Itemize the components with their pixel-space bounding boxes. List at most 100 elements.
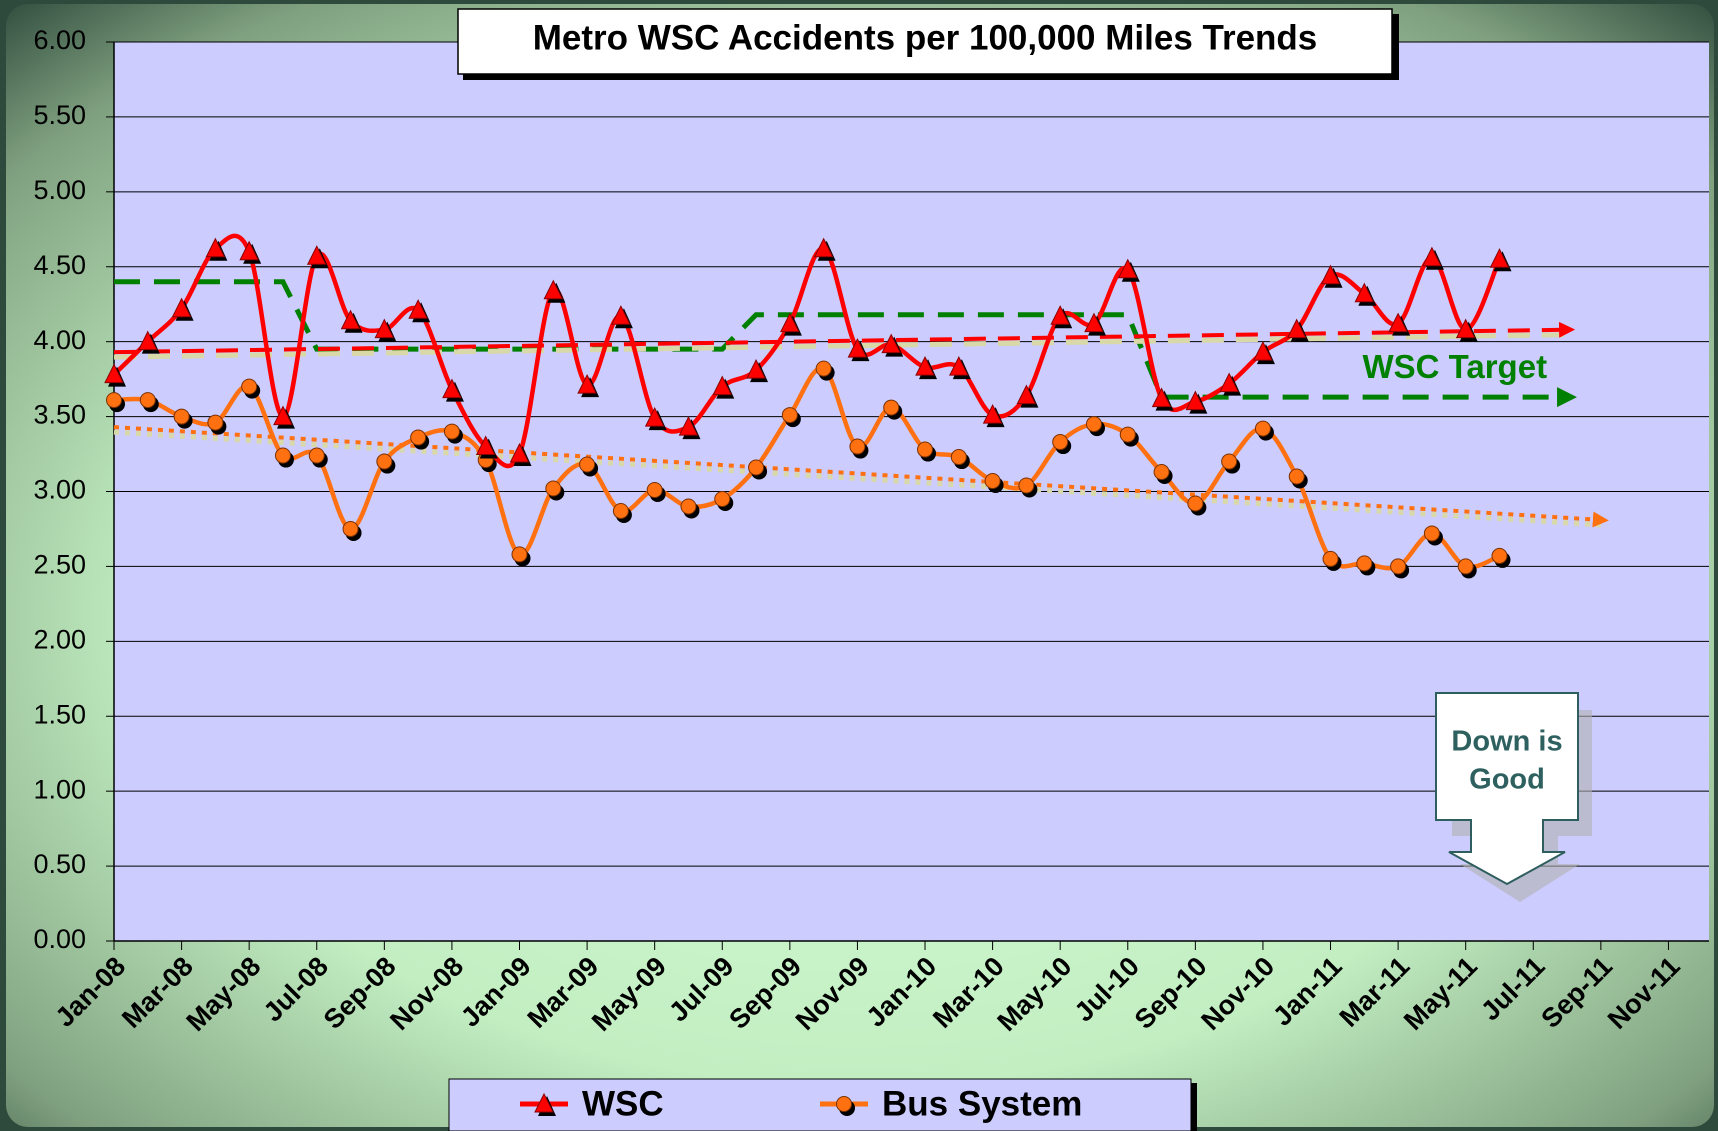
y-tick-label: 4.00: [33, 325, 86, 355]
marker: [171, 297, 192, 318]
marker: [1356, 555, 1373, 572]
marker: [577, 374, 597, 394]
marker: [374, 318, 395, 339]
marker: [509, 442, 530, 463]
marker: [1423, 525, 1440, 542]
marker: [1151, 387, 1172, 408]
plot-area: 0.00 0.50 1.00 1.50 2.00 2.50 3.00 3.50 4.00 4.50…: [33, 25, 1709, 1037]
marker: [1221, 453, 1238, 470]
marker: [543, 279, 564, 300]
note-line: Good: [1469, 764, 1545, 796]
marker: [678, 415, 699, 436]
title-box: Metro WSC Accidents per 100,000 Miles Tr…: [457, 8, 1399, 80]
marker: [1457, 558, 1474, 575]
marker: [1084, 312, 1104, 333]
marker: [1489, 248, 1510, 268]
marker: [1052, 434, 1069, 451]
marker: [306, 245, 327, 265]
marker: [1455, 318, 1476, 339]
y-tick-label: 2.50: [33, 550, 86, 580]
marker: [1253, 341, 1273, 361]
marker: [1491, 547, 1508, 564]
marker: [139, 392, 156, 409]
marker: [342, 520, 359, 537]
marker: [849, 438, 866, 455]
marker: [173, 408, 190, 425]
marker: [273, 405, 293, 426]
legend-label: Bus System: [882, 1084, 1082, 1123]
marker: [1286, 318, 1307, 339]
y-tick-label: 3.00: [33, 475, 86, 505]
marker: [612, 502, 629, 519]
marker: [813, 237, 834, 258]
marker: [376, 453, 393, 470]
marker: [1018, 477, 1035, 494]
marker: [410, 429, 427, 446]
y-tick-label: 3.50: [33, 400, 86, 430]
marker: [205, 237, 226, 258]
y-tick-label: 1.00: [33, 774, 86, 804]
marker: [442, 378, 462, 399]
marker: [748, 459, 765, 476]
marker: [545, 480, 562, 497]
note-line: Down is: [1451, 726, 1562, 758]
marker: [883, 399, 900, 416]
marker: [611, 305, 631, 325]
chart-title: Metro WSC Accidents per 100,000 Miles Tr…: [533, 18, 1318, 57]
marker: [106, 392, 122, 409]
marker: [1422, 246, 1442, 267]
marker: [443, 423, 460, 440]
marker: [1153, 464, 1170, 481]
marker: [881, 333, 902, 354]
marker: [1119, 426, 1136, 443]
marker: [274, 447, 291, 464]
marker: [1185, 390, 1206, 411]
marker: [1050, 305, 1070, 325]
marker: [982, 403, 1003, 424]
marker: [847, 338, 868, 358]
marker: [1388, 312, 1408, 333]
marker: [712, 375, 733, 396]
y-tick-label: 5.50: [33, 100, 86, 130]
marker: [1354, 282, 1375, 303]
y-tick-label: 1.50: [33, 699, 86, 729]
marker: [1187, 495, 1204, 512]
marker: [511, 546, 528, 563]
y-tick-label: 4.50: [33, 250, 86, 280]
marker: [1085, 416, 1102, 433]
title-background: [457, 8, 1393, 75]
marker: [1390, 558, 1407, 575]
y-tick-label: 0.00: [33, 924, 86, 954]
marker: [815, 360, 832, 377]
y-tick-label: 5.00: [33, 175, 86, 205]
marker: [207, 414, 224, 431]
marker: [646, 482, 663, 499]
note-callout: Down is Good: [1435, 692, 1592, 902]
marker: [984, 473, 1001, 490]
marker: [1322, 550, 1339, 567]
marker: [836, 1096, 852, 1112]
trend-shadow: [113, 332, 1568, 360]
marker: [949, 356, 969, 376]
marker: [780, 312, 800, 333]
y-tick-label: 0.50: [33, 849, 86, 879]
y-tick-label: 6.00: [33, 25, 86, 55]
marker: [915, 356, 935, 376]
marker: [1254, 420, 1271, 437]
marker: [241, 378, 258, 395]
marker: [534, 1092, 554, 1113]
marker: [104, 363, 124, 384]
legend-label: WSC: [582, 1084, 664, 1123]
callout: [1435, 692, 1579, 886]
marker: [950, 449, 967, 466]
marker: [1219, 372, 1239, 393]
y-tick-label: 2.00: [33, 624, 86, 654]
legend: WSC Bus System: [448, 1078, 1197, 1131]
marker: [781, 407, 798, 424]
marker: [917, 441, 934, 458]
marker: [408, 299, 428, 319]
marker: [1016, 384, 1037, 405]
target-label: WSC Target: [1363, 348, 1548, 385]
marker: [137, 330, 158, 351]
